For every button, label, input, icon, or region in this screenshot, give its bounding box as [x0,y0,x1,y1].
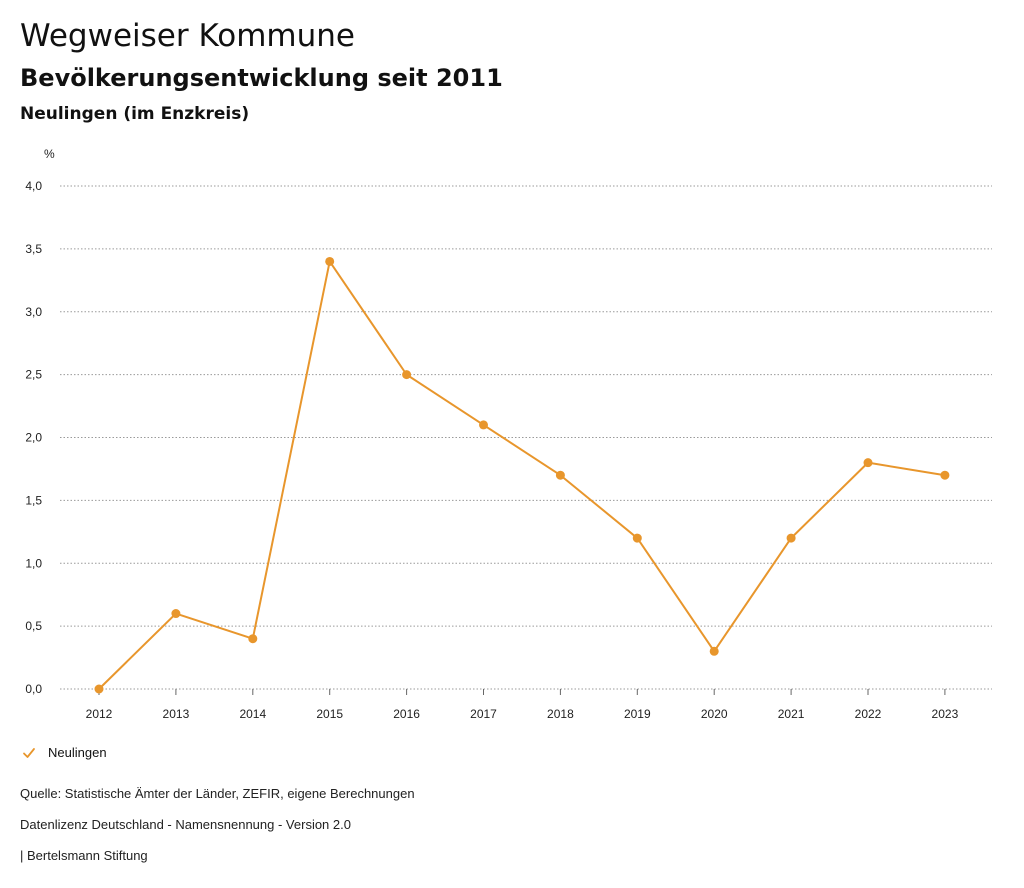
y-axis-unit: % [44,147,55,161]
x-tick-label: 2018 [547,707,574,721]
check-icon [23,747,35,758]
x-tick-label: 2019 [624,707,651,721]
region-label: Neulingen (im Enzkreis) [20,104,250,124]
source-note: Quelle: Statistische Ämter der Länder, Z… [20,786,415,801]
x-tick-label: 2020 [701,707,728,721]
data-point [325,256,335,266]
data-point [709,646,719,656]
data-point [786,533,796,543]
x-tick-label: 2014 [239,707,266,721]
data-point [479,420,488,430]
data-point [171,609,181,619]
y-tick-label: 1,5 [25,493,42,507]
x-tick-label: 2022 [855,707,882,721]
series-line-neulingen [98,260,946,690]
data-point [555,470,565,480]
x-tick-label: 2016 [393,707,420,721]
y-tick-label: 4,0 [25,179,42,193]
y-tick-label: 0,5 [25,619,42,633]
data-point [248,634,258,644]
x-tick-label: 2017 [470,707,497,721]
data-point [94,684,104,694]
data-point [402,370,412,380]
publisher-note: | Bertelsmann Stiftung [20,848,148,863]
data-point [863,458,873,468]
x-tick-label: 2013 [163,707,190,721]
page-title: Wegweiser Kommune [20,18,355,54]
y-tick-label: 1,0 [25,556,42,570]
x-tick-label: 2021 [778,707,805,721]
data-point [632,533,642,543]
y-tick-label: 2,0 [25,431,42,445]
y-tick-label: 2,5 [25,368,42,382]
legend-item-neulingen[interactable]: Neulingen [22,745,107,760]
license-note: Datenlizenz Deutschland - Namensnennung … [20,817,351,832]
x-tick-label: 2015 [316,707,343,721]
y-tick-label: 3,5 [25,242,42,256]
data-point [940,470,950,480]
legend-label: Neulingen [48,745,107,760]
x-tick-label: 2012 [86,707,113,721]
y-tick-label: 3,0 [25,305,42,319]
line-chart: % 0,0 0,5 1,0 1,5 2,0 2,5 3,0 3,5 4,0 2012 2013 2014… [25,147,992,721]
x-tick-label: 2023 [932,707,959,721]
y-tick-label: 0,0 [25,682,42,696]
chart-subtitle: Bevölkerungsentwicklung seit 2011 [20,64,503,92]
